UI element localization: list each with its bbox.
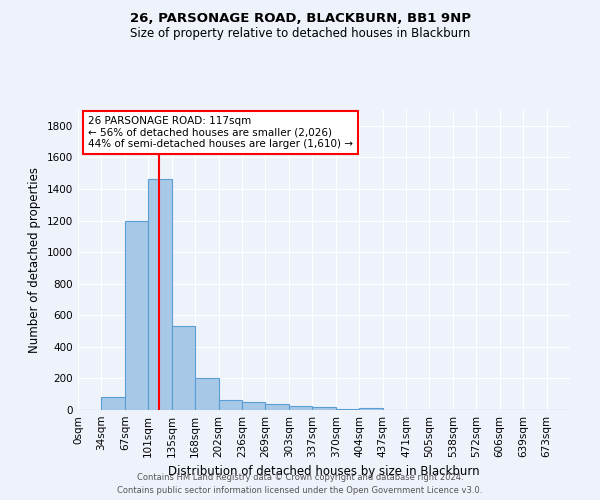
Bar — [289, 406, 312, 410]
Bar — [125, 222, 148, 410]
Text: 26, PARSONAGE ROAD, BLACKBURN, BB1 9NP: 26, PARSONAGE ROAD, BLACKBURN, BB1 9NP — [130, 12, 470, 26]
Bar — [242, 402, 265, 410]
Text: Contains public sector information licensed under the Open Government Licence v3: Contains public sector information licen… — [118, 486, 482, 495]
Bar — [218, 400, 242, 410]
Bar — [336, 409, 359, 410]
Bar — [172, 326, 195, 410]
Bar — [195, 378, 218, 410]
Y-axis label: Number of detached properties: Number of detached properties — [28, 167, 41, 353]
Bar — [101, 396, 125, 410]
Text: Contains HM Land Registry data © Crown copyright and database right 2024.: Contains HM Land Registry data © Crown c… — [137, 472, 463, 482]
Text: 26 PARSONAGE ROAD: 117sqm
← 56% of detached houses are smaller (2,026)
44% of se: 26 PARSONAGE ROAD: 117sqm ← 56% of detac… — [88, 116, 353, 149]
Bar — [312, 406, 336, 410]
Text: Size of property relative to detached houses in Blackburn: Size of property relative to detached ho… — [130, 28, 470, 40]
Bar — [148, 180, 172, 410]
Bar — [265, 404, 289, 410]
Bar — [359, 408, 383, 410]
X-axis label: Distribution of detached houses by size in Blackburn: Distribution of detached houses by size … — [168, 466, 480, 478]
